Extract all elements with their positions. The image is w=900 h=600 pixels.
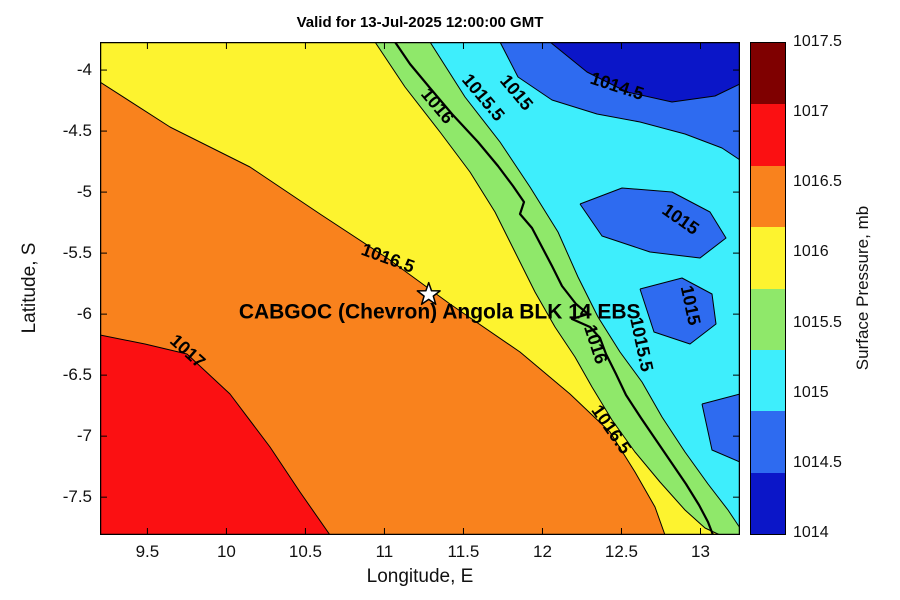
colorbar-tick-label: 1015 [793, 383, 829, 401]
colorbar-tick-label: 1017.5 [793, 33, 842, 50]
colorbar-tick-label: 1014 [793, 524, 829, 541]
axes-box [100, 42, 740, 535]
y-tick-label: -7.5 [62, 487, 92, 507]
contour-line-1016.5 [100, 81, 666, 535]
colorbar-tick-label: 1017 [793, 103, 829, 121]
colorbar-tick-label: 1015.5 [793, 313, 842, 331]
x-axis-label: Longitude, E [366, 566, 474, 587]
x-tick-label: 13 [691, 542, 710, 561]
colorbar-segment-1014 [751, 472, 785, 534]
station-label: CABGOC (Chevron) Angola BLK 14 EBS [239, 301, 641, 324]
contour-line-1015 [701, 393, 740, 463]
contour-band-darkblue-corner [550, 42, 740, 102]
y-tick-label: -6 [76, 304, 92, 324]
x-tick-label: 11 [375, 542, 394, 561]
y-tick-label: -5 [76, 182, 92, 202]
station-star-marker [416, 281, 441, 306]
contour-line-1017 [100, 334, 331, 535]
x-tick-label: 10 [216, 542, 236, 561]
colorbar-segment-1016.5-1017 [751, 104, 785, 166]
contour-line-1016 [374, 42, 721, 535]
y-tick-label: -6.5 [62, 365, 92, 385]
contour-band-blue-patch-3 [702, 394, 740, 462]
x-tick-label: 11.5 [447, 542, 480, 561]
contour-line-1015.5 [429, 42, 740, 529]
x-tick-label: 12.5 [604, 542, 639, 561]
colorbar-tick-label: 1014.5 [793, 453, 842, 471]
x-tick-label: 10.5 [288, 542, 322, 561]
colorbar-segment-1014.5-1015 [751, 349, 785, 412]
coastline [394, 42, 715, 535]
colorbar-segment-1015-1015.5 [751, 288, 785, 350]
contour-line-1014.5 [549, 42, 740, 103]
colorbar-segment-1014-1014.5 [751, 411, 785, 473]
y-tick-label: -4.5 [62, 121, 92, 141]
contour-line-1015 [499, 42, 740, 161]
colorbar-segment-1016-1016.5 [751, 165, 785, 228]
x-tick-label: 9.5 [135, 542, 160, 561]
x-tick-label: 12 [533, 542, 552, 561]
y-tick-label: -4 [76, 60, 92, 80]
contour-band-red-band [100, 335, 330, 535]
colorbar [750, 42, 786, 535]
y-tick-label: -5.5 [62, 243, 92, 263]
contour-line-1015 [579, 187, 727, 259]
colorbar-tick-label: 1016.5 [793, 173, 842, 191]
contour-band-blue-patch-2 [640, 278, 716, 344]
chart-title: Valid for 13-Jul-2025 12:00:00 GMT [296, 14, 544, 31]
y-tick-label: -7 [76, 426, 92, 446]
colorbar-label: Surface Pressure, mb [853, 205, 872, 371]
colorbar-segment-1017-1017.5 [751, 43, 785, 105]
contour-line-1015 [639, 277, 717, 345]
colorbar-segment-1015.5-1016 [751, 227, 785, 289]
y-axis-label: Latitude, S [19, 242, 40, 334]
colorbar-tick-label: 1016 [793, 243, 829, 261]
